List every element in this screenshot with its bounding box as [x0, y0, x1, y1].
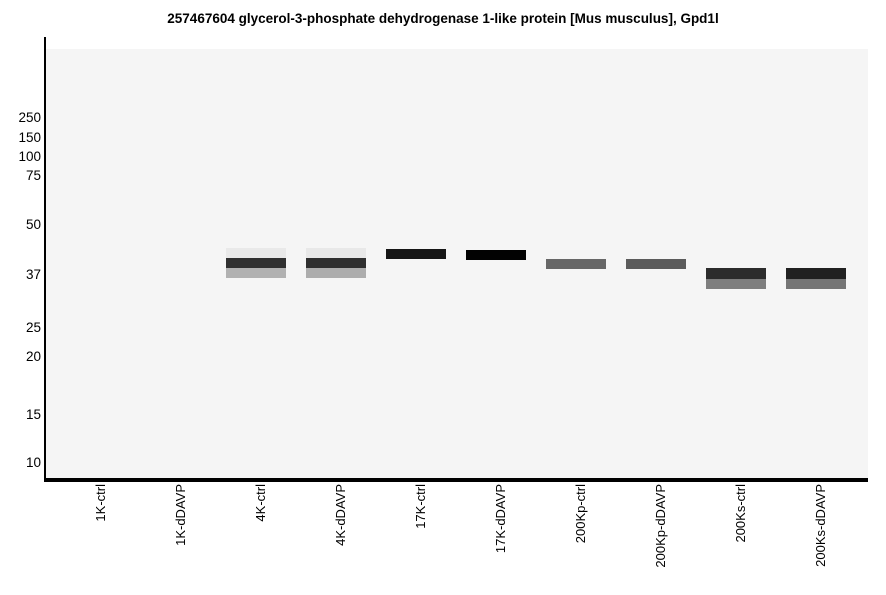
lane-label: 4K-dDAVP [331, 484, 349, 546]
figure-title: 257467604 glycerol-3-phosphate dehydroge… [167, 11, 719, 26]
gel-band [226, 248, 286, 258]
lane-label-text: 4K-dDAVP [332, 484, 348, 546]
y-tick-label: 75 [25, 168, 41, 183]
gel-plot-area [46, 49, 868, 478]
gel-band [786, 279, 846, 289]
lane-label-text: 1K-ctrl [92, 484, 108, 522]
gel-band [706, 268, 766, 279]
y-tick-label: 100 [18, 149, 41, 164]
gel-band [386, 249, 446, 259]
lane-label: 1K-ctrl [91, 484, 109, 522]
lane-label-text: 200Kp-ctrl [572, 484, 588, 544]
lane-label: 17K-ctrl [411, 484, 429, 529]
lane-label: 200Ks-ctrl [731, 484, 749, 543]
lane-label: 4K-ctrl [251, 484, 269, 522]
lane-label-text: 200Kp-dDAVP [652, 484, 668, 568]
y-tick-label: 15 [25, 407, 41, 422]
y-tick-label: 25 [25, 320, 41, 335]
gel-band [626, 259, 686, 269]
lane-label-text: 200Ks-ctrl [732, 484, 748, 543]
lane-label: 17K-dDAVP [491, 484, 509, 553]
lane-label-text: 200Ks-dDAVP [812, 484, 828, 567]
y-tick-label: 50 [25, 217, 41, 232]
lane-label: 200Kp-ctrl [571, 484, 589, 543]
lane-label: 1K-dDAVP [171, 484, 189, 546]
gel-band [706, 279, 766, 289]
gel-band [306, 248, 366, 258]
gel-band [226, 258, 286, 268]
lane-label: 200Kp-dDAVP [651, 484, 669, 568]
lane-label-text: 17K-dDAVP [492, 484, 508, 554]
lane-label: 200Ks-dDAVP [811, 484, 829, 567]
y-tick-label: 250 [18, 110, 41, 125]
y-tick-label: 20 [25, 349, 41, 364]
y-tick-label: 150 [18, 130, 41, 145]
gel-band [306, 258, 366, 268]
lane-label-text: 17K-ctrl [412, 484, 428, 529]
gel-band [226, 268, 286, 278]
y-tick-label: 37 [25, 267, 41, 282]
y-tick-label: 10 [25, 455, 41, 470]
gel-band [466, 250, 526, 260]
lane-label-text: 1K-dDAVP [172, 484, 188, 546]
lane-label-text: 4K-ctrl [252, 484, 268, 522]
gel-band [786, 268, 846, 279]
y-axis-line [44, 37, 46, 482]
x-axis-line [44, 478, 868, 482]
gel-band [306, 268, 366, 278]
gel-band [546, 259, 606, 269]
